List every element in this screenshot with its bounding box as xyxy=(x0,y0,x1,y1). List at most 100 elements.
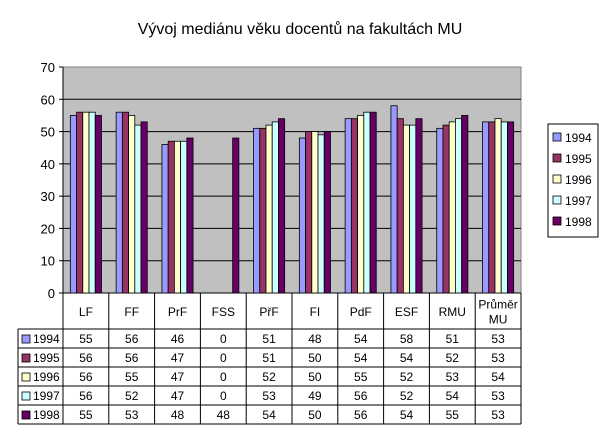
table-cell-value: 54 xyxy=(491,370,505,384)
bar xyxy=(442,124,450,294)
table-row-label: 1997 xyxy=(33,389,60,403)
legend-swatch xyxy=(552,153,562,163)
table-row-swatch xyxy=(21,334,31,344)
table-cell-value: 56 xyxy=(125,332,139,346)
table-cell-value: 52 xyxy=(400,389,414,403)
table-cell-value: 56 xyxy=(79,351,93,365)
bar xyxy=(448,121,456,294)
table-cell-value: 55 xyxy=(79,408,93,422)
bar xyxy=(409,124,417,294)
table-row-label: 1995 xyxy=(33,351,60,365)
table-cell-value: 47 xyxy=(171,389,185,403)
table-cell-value: 53 xyxy=(491,389,505,403)
bar xyxy=(507,121,515,294)
category-label: FI xyxy=(310,305,321,319)
bar xyxy=(402,124,411,294)
category-label: MU xyxy=(489,313,508,327)
table-cell-value: 56 xyxy=(79,370,93,384)
table-cell-value: 46 xyxy=(171,332,185,346)
category-label: FSS xyxy=(212,305,235,319)
category-label: Průměr xyxy=(478,298,517,312)
bar xyxy=(140,121,148,294)
legend-label: 1995 xyxy=(565,152,592,166)
legend-swatch xyxy=(552,132,562,142)
bar xyxy=(167,140,175,294)
bar xyxy=(161,144,169,294)
table-cell-value: 48 xyxy=(171,408,185,422)
category-label: LF xyxy=(79,305,93,319)
table-cell-value: 52 xyxy=(400,370,414,384)
bar xyxy=(94,115,102,294)
category-label: PdF xyxy=(350,305,372,319)
bar xyxy=(121,111,129,294)
chart-title: Vývoj mediánu věku docentů na fakultách … xyxy=(138,20,463,38)
table-cell-value: 56 xyxy=(354,389,368,403)
table-cell-value: 54 xyxy=(446,389,460,403)
category-label: RMU xyxy=(439,305,466,319)
bar xyxy=(271,121,279,294)
bar xyxy=(455,118,463,294)
table-cell-value: 51 xyxy=(262,351,276,365)
bar xyxy=(232,137,240,294)
table-row-label: 1994 xyxy=(33,332,60,346)
table-row-swatch xyxy=(21,353,31,363)
bar xyxy=(76,111,84,294)
bar xyxy=(115,111,123,294)
table-cell-value: 50 xyxy=(308,408,322,422)
table-row-swatch xyxy=(21,372,31,382)
bar xyxy=(298,137,306,294)
y-tick-label: 50 xyxy=(41,125,55,140)
table-cell-value: 53 xyxy=(262,389,276,403)
bar xyxy=(186,137,194,294)
y-tick-label: 40 xyxy=(41,157,55,172)
category-label: PřF xyxy=(259,305,278,319)
bar xyxy=(344,118,352,294)
bar xyxy=(265,124,273,294)
bar xyxy=(82,111,90,294)
bar xyxy=(253,127,261,294)
table-cell-value: 54 xyxy=(400,408,414,422)
legend-label: 1996 xyxy=(565,173,592,187)
y-tick-label: 0 xyxy=(48,286,55,301)
bar xyxy=(173,140,182,294)
table-cell-value: 56 xyxy=(79,389,93,403)
legend-label: 1994 xyxy=(565,131,592,145)
bar xyxy=(396,118,404,294)
bar xyxy=(180,140,188,294)
bar xyxy=(69,115,77,294)
bar xyxy=(259,127,267,294)
bar xyxy=(323,131,331,294)
category-label: PrF xyxy=(168,305,187,319)
table-cell-value: 55 xyxy=(446,408,460,422)
table-cell-value: 53 xyxy=(491,408,505,422)
bar xyxy=(305,131,313,294)
table-cell-value: 55 xyxy=(79,332,93,346)
table-cell-value: 0 xyxy=(220,389,227,403)
table-cell-value: 0 xyxy=(220,370,227,384)
table-row-swatch xyxy=(21,410,31,420)
table-cell-value: 58 xyxy=(400,332,414,346)
bar xyxy=(317,134,325,294)
bar xyxy=(311,131,319,294)
table-row-swatch xyxy=(21,391,31,401)
table-cell-value: 51 xyxy=(446,332,460,346)
table-cell-value: 56 xyxy=(354,408,368,422)
bar xyxy=(415,118,423,294)
bar xyxy=(461,115,469,294)
bar xyxy=(390,105,398,294)
y-tick-label: 30 xyxy=(41,189,55,204)
table-cell-value: 52 xyxy=(262,370,276,384)
table-cell-value: 53 xyxy=(446,370,460,384)
bar xyxy=(436,127,444,294)
table-cell-value: 50 xyxy=(308,370,322,384)
plot-area: 0 10 20 30 40 50 60 70 xyxy=(41,60,522,301)
table-cell-value: 53 xyxy=(491,351,505,365)
table-cell-value: 52 xyxy=(125,389,139,403)
table-cell-value: 53 xyxy=(491,332,505,346)
table-cell-value: 0 xyxy=(220,351,227,365)
table-cell-value: 53 xyxy=(125,408,139,422)
y-tick-label: 10 xyxy=(41,254,55,269)
table-cell-value: 55 xyxy=(125,370,139,384)
bar xyxy=(134,124,142,294)
